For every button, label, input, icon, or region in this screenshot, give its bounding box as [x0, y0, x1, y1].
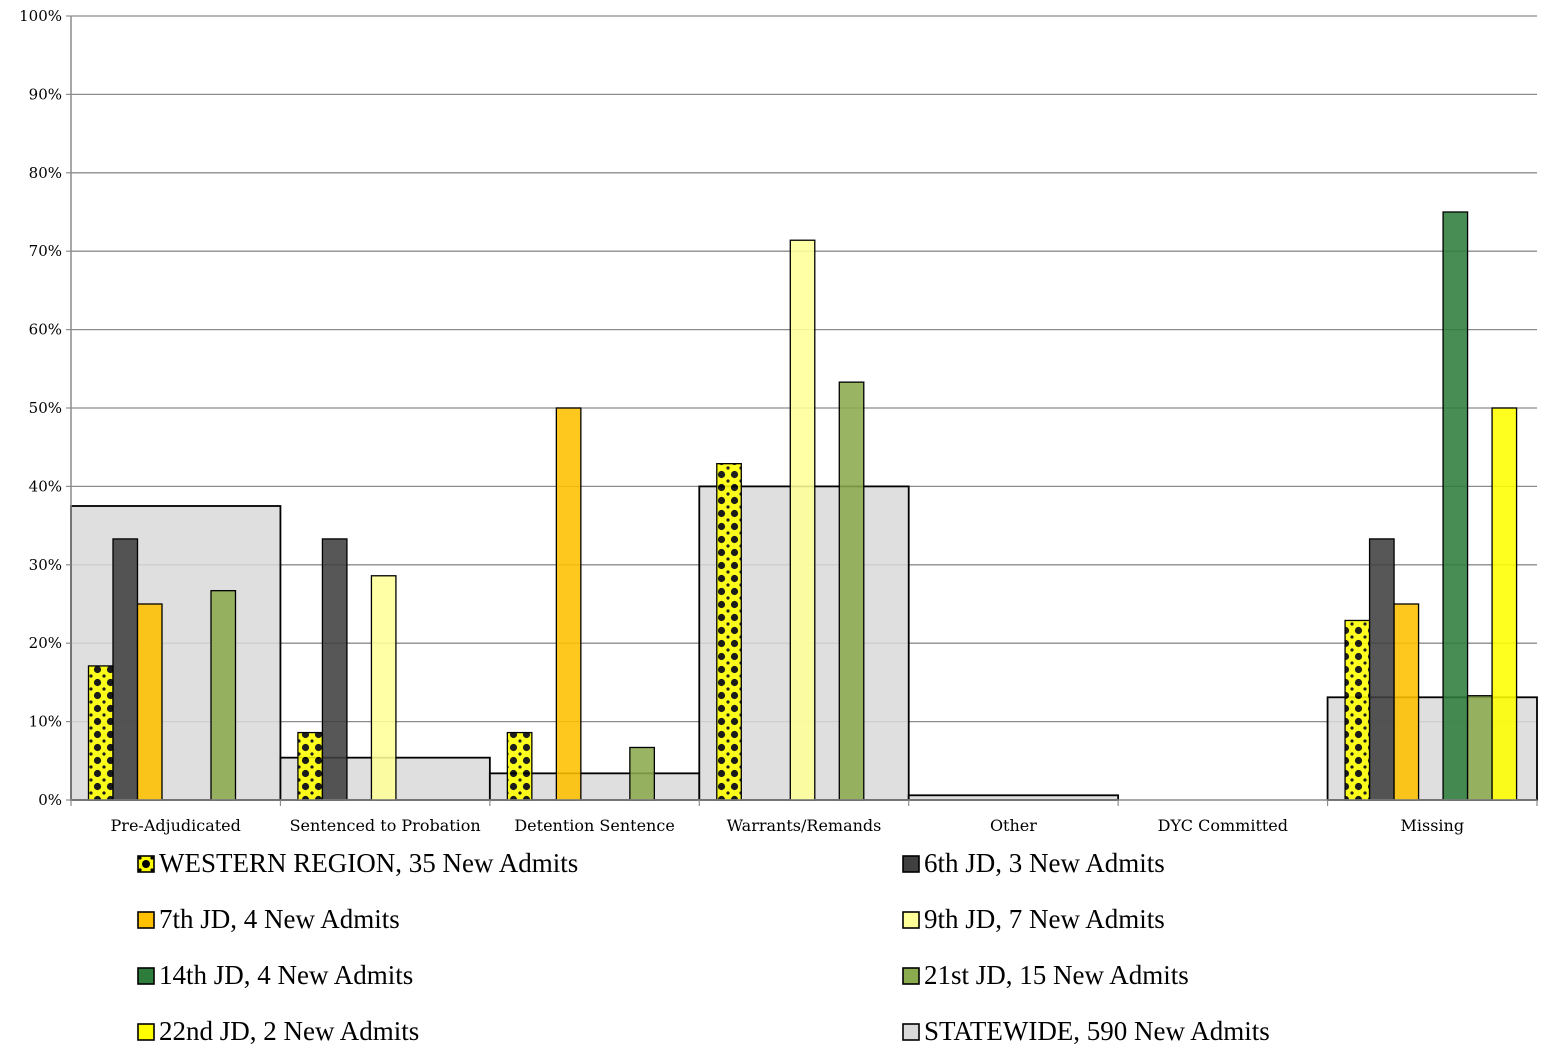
legend-swatch — [137, 854, 155, 873]
bar-0-1 — [297, 731, 324, 801]
legend-label: 6th JD, 3 New Admits — [924, 848, 1165, 878]
x-tick-label: Other — [990, 816, 1037, 835]
legend-label: 9th JD, 7 New Admits — [924, 904, 1165, 934]
bar-4-6 — [1442, 211, 1469, 801]
y-tick-label: 30% — [29, 556, 62, 574]
x-tick-label: Pre-Adjudicated — [111, 816, 241, 835]
legend-item: 21st JD, 15 New Admits — [902, 960, 1189, 991]
y-tick-label: 70% — [29, 242, 62, 260]
legend-label: 22nd JD, 2 New Admits — [159, 1016, 420, 1046]
bar-0-3 — [716, 463, 742, 801]
legend-swatch — [902, 1022, 920, 1041]
y-tick-label: 10% — [29, 713, 62, 731]
y-tick-label: 50% — [29, 399, 62, 417]
bar-1-1 — [321, 538, 348, 801]
legend-label: 7th JD, 4 New Admits — [159, 904, 400, 934]
bar-5-6 — [1466, 695, 1493, 801]
legend-item: 14th JD, 4 New Admits — [137, 960, 413, 991]
y-tick-label: 100% — [19, 7, 62, 25]
x-tick-label: Detention Sentence — [514, 816, 674, 835]
legend-swatch — [902, 966, 920, 985]
bar-2-2 — [555, 407, 582, 801]
y-tick-label: 20% — [29, 634, 62, 652]
bar-2-6 — [1393, 603, 1420, 801]
bar-5-3 — [838, 381, 865, 801]
y-tick-label: 60% — [29, 321, 62, 339]
bar-0-2 — [506, 731, 533, 801]
legend-item: 7th JD, 4 New Admits — [137, 904, 400, 935]
bar-5-0 — [210, 590, 237, 801]
legend-label: WESTERN REGION, 35 New Admits — [159, 848, 579, 878]
x-tick-label: Sentenced to Probation — [290, 816, 481, 835]
x-tick-label: Missing — [1400, 816, 1464, 835]
legend-label: 14th JD, 4 New Admits — [159, 960, 414, 990]
legend-swatch — [902, 910, 920, 929]
legend-swatch — [137, 1022, 155, 1041]
bar-1-6 — [1368, 538, 1395, 801]
x-tick-label: Warrants/Remands — [727, 816, 882, 835]
series-bars — [87, 211, 1518, 801]
bar-0-0 — [87, 665, 114, 801]
bar-0-6 — [1344, 619, 1371, 801]
legend-item: 6th JD, 3 New Admits — [902, 848, 1165, 879]
y-tick-label: 90% — [29, 85, 62, 103]
bar-6-6 — [1491, 407, 1518, 801]
y-tick-label: 80% — [29, 164, 62, 182]
legend-swatch — [902, 854, 920, 873]
y-tick-label: 40% — [29, 477, 62, 495]
legend-label: STATEWIDE, 590 New Admits — [924, 1016, 1270, 1046]
legend-label: 21st JD, 15 New Admits — [924, 960, 1189, 990]
legend-swatch — [137, 910, 155, 929]
x-tick-label: DYC Committed — [1158, 816, 1288, 835]
bar-3-3 — [789, 239, 816, 801]
bar-1-0 — [112, 538, 139, 801]
legend-item: WESTERN REGION, 35 New Admits — [137, 848, 578, 879]
axes: 0% 10% 20% 30% 40% 50% 60% 70% 80% 90% 100% Pre-Adj… — [19, 7, 1538, 835]
bar-3-1 — [370, 575, 397, 801]
legend-item: STATEWIDE, 590 New Admits — [902, 1016, 1270, 1047]
bar-2-0 — [136, 603, 163, 801]
bar-5-2 — [629, 746, 656, 801]
legend-item: 22nd JD, 2 New Admits — [137, 1016, 419, 1047]
y-tick-label: 0% — [38, 791, 62, 809]
legend-swatch — [137, 966, 155, 985]
legend-item: 9th JD, 7 New Admits — [902, 904, 1165, 935]
